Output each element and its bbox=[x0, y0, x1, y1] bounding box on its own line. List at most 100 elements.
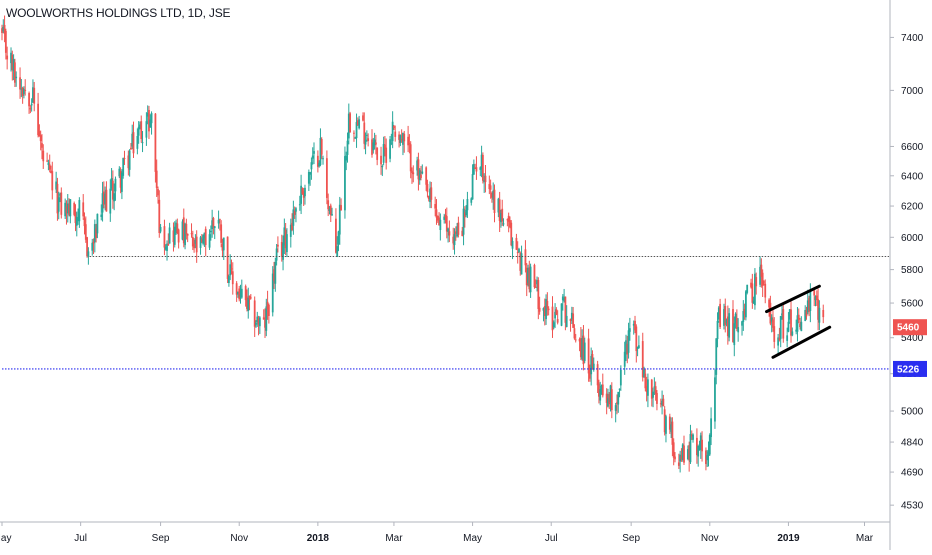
candle bbox=[75, 211, 78, 237]
candle bbox=[59, 192, 61, 203]
candle bbox=[316, 150, 319, 173]
candle bbox=[733, 316, 736, 357]
candle bbox=[313, 142, 315, 165]
x-tick-label: Sep bbox=[622, 533, 640, 544]
candle bbox=[536, 276, 538, 292]
candle bbox=[403, 130, 406, 153]
candle bbox=[516, 241, 519, 264]
candle bbox=[565, 305, 568, 328]
candle bbox=[30, 98, 33, 112]
candle bbox=[13, 58, 16, 88]
candle bbox=[128, 149, 131, 177]
candle bbox=[131, 124, 134, 150]
candle bbox=[724, 298, 727, 333]
candle bbox=[628, 317, 631, 341]
levels-group bbox=[2, 256, 889, 370]
candle bbox=[362, 112, 364, 122]
y-tick-label: 7000 bbox=[901, 86, 924, 97]
candle bbox=[430, 181, 433, 209]
candle bbox=[137, 121, 140, 144]
candle bbox=[120, 169, 123, 200]
candle bbox=[211, 209, 214, 238]
candle bbox=[394, 125, 397, 142]
candle bbox=[209, 225, 212, 241]
candle bbox=[818, 300, 821, 331]
candle bbox=[786, 327, 789, 348]
y-tick-label: 5000 bbox=[901, 407, 924, 418]
candle bbox=[746, 284, 749, 295]
candle bbox=[336, 236, 339, 258]
candle bbox=[625, 334, 627, 362]
candle bbox=[6, 46, 9, 70]
candle bbox=[258, 316, 261, 334]
candle bbox=[145, 112, 148, 146]
candle bbox=[240, 279, 243, 299]
candle bbox=[688, 441, 691, 472]
candle bbox=[715, 338, 718, 385]
candle bbox=[425, 166, 428, 191]
candle bbox=[545, 294, 547, 325]
candle bbox=[51, 161, 54, 200]
candle bbox=[393, 124, 395, 130]
candle bbox=[132, 121, 135, 158]
candle bbox=[699, 432, 702, 459]
candle bbox=[777, 333, 780, 354]
candle bbox=[509, 216, 511, 229]
y-tick-label: 5800 bbox=[901, 265, 924, 276]
candle bbox=[472, 159, 475, 175]
candle bbox=[668, 413, 671, 434]
candle bbox=[710, 407, 712, 446]
candle bbox=[519, 251, 522, 276]
candle bbox=[55, 171, 58, 194]
candle bbox=[47, 159, 50, 171]
candle bbox=[705, 447, 707, 471]
candle bbox=[146, 105, 149, 125]
candle bbox=[320, 137, 323, 160]
svg-text:5460: 5460 bbox=[897, 323, 920, 334]
candle bbox=[474, 163, 477, 170]
candle bbox=[28, 91, 30, 114]
candle bbox=[231, 262, 234, 295]
y-tick-label: 4840 bbox=[901, 438, 924, 449]
x-tick-label: May bbox=[463, 533, 482, 544]
candle bbox=[267, 303, 270, 324]
candle bbox=[114, 176, 117, 201]
candle bbox=[275, 244, 278, 266]
candle bbox=[480, 145, 483, 178]
candle bbox=[182, 208, 185, 248]
candle bbox=[149, 114, 152, 128]
candle bbox=[735, 309, 738, 332]
candle bbox=[537, 277, 540, 320]
candle bbox=[346, 132, 349, 163]
candle bbox=[417, 152, 420, 191]
candle bbox=[790, 301, 792, 343]
candle bbox=[607, 388, 609, 408]
candle bbox=[172, 222, 175, 252]
candle bbox=[492, 182, 495, 210]
candle bbox=[257, 315, 260, 336]
candle bbox=[273, 261, 275, 290]
candle bbox=[754, 268, 756, 310]
candle bbox=[57, 191, 60, 220]
candle bbox=[4, 28, 7, 60]
candle bbox=[217, 210, 220, 229]
candle bbox=[533, 263, 536, 289]
candle bbox=[563, 288, 566, 303]
candle bbox=[186, 233, 189, 243]
candle bbox=[714, 369, 716, 429]
candle bbox=[470, 197, 473, 206]
candle bbox=[78, 197, 81, 228]
candle bbox=[520, 245, 523, 275]
candle bbox=[546, 292, 549, 316]
candle bbox=[443, 213, 446, 224]
candle bbox=[32, 79, 34, 103]
y-tick-label: 5600 bbox=[901, 299, 924, 310]
candle bbox=[481, 152, 484, 184]
candle bbox=[349, 111, 351, 133]
candle bbox=[102, 181, 105, 209]
candle bbox=[814, 295, 817, 307]
candle bbox=[389, 135, 391, 163]
candle bbox=[293, 206, 296, 219]
